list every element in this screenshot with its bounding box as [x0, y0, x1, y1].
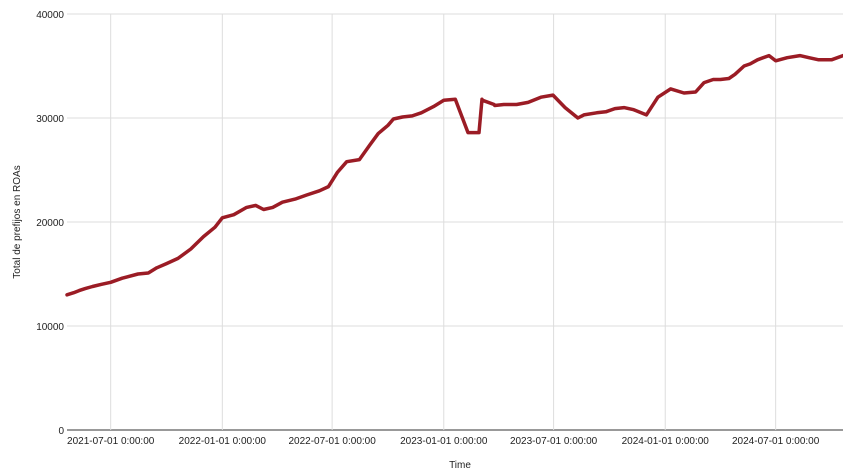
x-tick-label: 2021-07-01 0:00:00 [67, 436, 155, 447]
y-tick-label: 10000 [36, 322, 64, 333]
y-tick-label: 20000 [36, 218, 64, 229]
x-axis-ticks: 2021-07-01 0:00:00 2022-01-01 0:00:00 2022… [67, 436, 820, 447]
x-tick-label: 2023-01-01 0:00:00 [400, 436, 488, 447]
x-tick-label: 2023-07-01 0:00:00 [510, 436, 598, 447]
y-tick-label: 0 [58, 426, 64, 437]
y-axis-ticks: 0 10000 20000 30000 40000 [36, 10, 64, 437]
x-tick-label: 2024-01-01 0:00:00 [622, 436, 710, 447]
x-tick-label: 2022-07-01 0:00:00 [288, 436, 376, 447]
x-tick-label: 2022-01-01 0:00:00 [179, 436, 267, 447]
series-line [65, 53, 843, 297]
y-axis-title: Total de prefijos en ROAs [12, 165, 23, 278]
grid-lines [67, 13, 843, 431]
x-axis-title: Time [449, 460, 471, 470]
x-tick-label: 2024-07-01 0:00:00 [732, 436, 820, 447]
y-tick-label: 30000 [36, 114, 64, 125]
series-lines [65, 53, 843, 297]
y-tick-label: 40000 [36, 10, 64, 21]
